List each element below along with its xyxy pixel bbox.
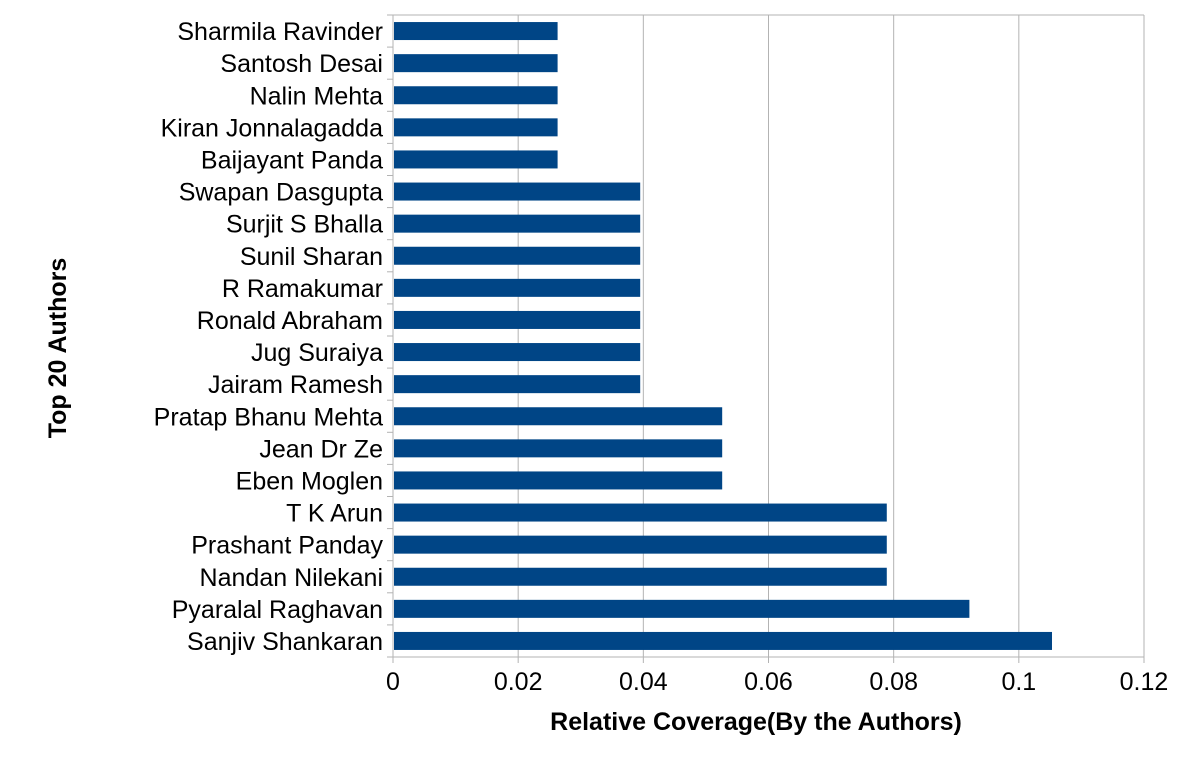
- bar: [394, 535, 887, 554]
- y-axis-label: Top 20 Authors: [44, 258, 72, 439]
- bar: [394, 343, 641, 362]
- bar: [394, 310, 641, 329]
- bars: [394, 22, 1053, 650]
- bar: [394, 471, 723, 490]
- bar: [394, 439, 723, 458]
- y-tick-label: Santosh Desai: [220, 50, 383, 78]
- y-tick-label: Pyaralal Raghavan: [172, 596, 383, 624]
- bar: [394, 278, 641, 297]
- bar: [394, 407, 723, 426]
- bar: [394, 150, 558, 169]
- y-tick-label: Jug Suraiya: [251, 339, 383, 367]
- y-tick-label: Jean Dr Ze: [259, 435, 383, 463]
- bar: [394, 246, 641, 265]
- bar: [394, 118, 558, 137]
- y-tick-label: R Ramakumar: [222, 275, 383, 303]
- y-tick-label: Nalin Mehta: [250, 82, 383, 110]
- y-tick-label: Kiran Jonnalagadda: [161, 114, 383, 142]
- x-axis-label: Relative Coverage(By the Authors): [550, 708, 962, 736]
- x-tick-label: 0: [386, 668, 400, 696]
- y-tick-label: Sharmila Ravinder: [177, 18, 383, 46]
- bar: [394, 54, 558, 73]
- y-tick-label: T K Arun: [286, 500, 383, 528]
- y-tick-label: Pratap Bhanu Mehta: [154, 403, 383, 431]
- y-tick-label: Swapan Dasgupta: [179, 179, 383, 207]
- bar: [394, 567, 887, 586]
- x-tick-labels: 0 0.02 0.04 0.06 0.08 0.1 0.12: [386, 668, 1168, 696]
- bar: [394, 214, 641, 233]
- x-tick-label: 0.04: [619, 668, 668, 696]
- x-tick-label: 0.1: [1001, 668, 1036, 696]
- y-tick-label: Nandan Nilekani: [200, 564, 383, 592]
- y-tick-label: Ronald Abraham: [197, 307, 383, 335]
- bar: [394, 375, 641, 394]
- x-tick-label: 0.06: [744, 668, 793, 696]
- bar: [394, 22, 558, 41]
- x-tick-label: 0.08: [869, 668, 918, 696]
- bar: [394, 182, 641, 201]
- y-tick-label: Eben Moglen: [236, 467, 383, 495]
- bar: [394, 503, 887, 522]
- gridlines: [387, 14, 1145, 663]
- y-tick-label: Surjit S Bhalla: [226, 211, 383, 239]
- y-tick-label: Sanjiv Shankaran: [187, 628, 383, 656]
- y-tick-label: Jairam Ramesh: [208, 371, 383, 399]
- y-tick-labels: Sharmila Ravinder Santosh Desai Nalin Meht…: [154, 18, 384, 656]
- bar: [394, 86, 558, 105]
- x-tick-label: 0.02: [494, 668, 543, 696]
- bar: [394, 631, 1053, 650]
- x-tick-label: 0.12: [1120, 668, 1169, 696]
- y-tick-label: Baijayant Panda: [201, 146, 383, 174]
- bar: [394, 599, 970, 618]
- y-tick-label: Sunil Sharan: [240, 243, 383, 271]
- y-tick-label: Prashant Panday: [191, 532, 383, 560]
